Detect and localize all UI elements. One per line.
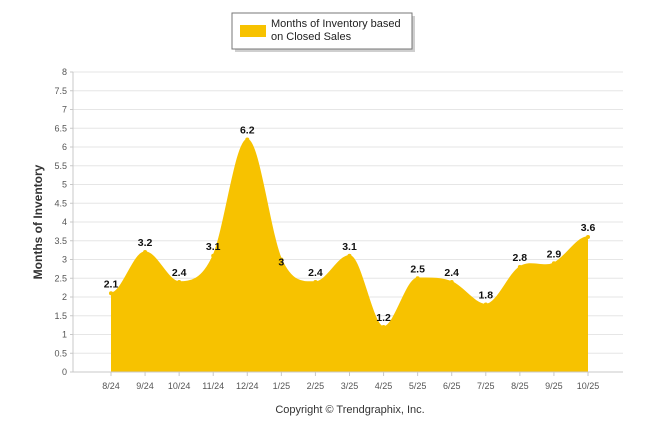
y-tick-label: 1	[62, 330, 67, 340]
legend-label-line-2: on Closed Sales	[271, 31, 352, 43]
data-label: 2.1	[104, 278, 119, 290]
x-tick-label: 7/25	[477, 381, 495, 391]
data-point	[551, 261, 556, 266]
data-point	[449, 280, 454, 284]
data-label: 3.6	[581, 222, 596, 234]
x-tick-label: 6/25	[443, 381, 461, 391]
y-axis-title: Months of Inventory	[31, 164, 45, 279]
legend: Months of Inventory based on Closed Sale…	[231, 12, 415, 52]
x-tick-label: 10/25	[577, 381, 600, 391]
data-label: 2.9	[547, 248, 562, 260]
data-label: 3.1	[206, 241, 221, 253]
y-tick-label: 5	[62, 180, 67, 190]
x-tick-label: 8/24	[102, 381, 120, 391]
x-tick-label: 3/25	[341, 381, 359, 391]
y-tick-label: 1.5	[54, 311, 67, 321]
data-label: 2.4	[172, 267, 187, 279]
x-tick-labels: 8/24 9/24 10/24 11/24 12/24 1/25 2/25 3/25 4/25 5…	[102, 372, 599, 391]
x-tick-label: 4/25	[375, 381, 393, 391]
data-label: 1.2	[376, 312, 391, 324]
series-line	[110, 138, 589, 328]
x-tick-label: 9/25	[545, 381, 563, 391]
data-label: 3.2	[138, 237, 153, 249]
data-point	[347, 253, 352, 258]
data-labels: 2.1 3.2 2.4 3.1 6.2 3 2.4 3.1 1.2 2.5 2.4 1.8 2.8 2.9…	[104, 125, 596, 325]
data-point	[415, 276, 420, 281]
data-point	[143, 250, 148, 254]
y-tick-label: 7.5	[54, 86, 67, 96]
data-label: 3.1	[342, 241, 357, 253]
data-label: 1.8	[478, 290, 493, 302]
y-tick-label: 2	[62, 292, 67, 302]
legend-swatch	[240, 25, 266, 37]
series-area	[109, 137, 590, 372]
x-tick-label: 1/25	[273, 381, 291, 391]
y-tick-label: 6.5	[54, 123, 67, 133]
y-tick-label: 4	[62, 217, 67, 227]
data-label: 2.4	[444, 267, 459, 279]
x-tick-label: 11/24	[202, 381, 224, 391]
data-point	[586, 235, 590, 239]
data-label: 2.4	[308, 267, 323, 279]
copyright-text: Copyright © Trendgraphix, Inc.	[275, 404, 424, 416]
data-point	[109, 291, 113, 296]
y-tick-label: 3	[62, 255, 67, 265]
x-tick-label: 5/25	[409, 381, 427, 391]
axes	[70, 71, 623, 373]
y-tick-label: 2.5	[54, 273, 67, 283]
x-tick-label: 10/24	[168, 381, 191, 391]
x-tick-label: 9/24	[136, 381, 154, 391]
data-label: 2.5	[410, 263, 425, 275]
legend-label-line-1: Months of Inventory based	[271, 18, 401, 30]
data-label: 6.2	[240, 125, 255, 137]
y-tick-label: 5.5	[54, 161, 67, 171]
data-point	[483, 302, 488, 307]
data-label: 2.8	[513, 252, 528, 264]
y-tick-label: 6	[62, 142, 67, 152]
x-tick-label: 2/25	[307, 381, 325, 391]
data-point	[381, 325, 386, 329]
x-tick-label: 12/24	[236, 381, 259, 391]
y-tick-label: 0.5	[54, 348, 67, 358]
data-label: 3	[278, 257, 284, 269]
x-tick-label: 8/25	[511, 381, 529, 391]
y-tick-label: 3.5	[54, 236, 67, 246]
data-point	[313, 280, 318, 284]
y-tick-labels: 0 0.5 1 1.5 2 2.5 3 3.5 4 4.5 5 5.5 6 6.5 7 7.5 8	[54, 67, 67, 377]
data-point	[177, 280, 182, 284]
y-tick-label: 4.5	[54, 198, 67, 208]
data-point	[517, 265, 522, 269]
y-tick-label: 8	[62, 67, 67, 77]
y-tick-label: 7	[62, 105, 67, 115]
y-tick-label: 0	[62, 367, 67, 377]
data-point	[279, 257, 284, 262]
data-point	[211, 253, 216, 258]
data-point	[245, 137, 250, 142]
